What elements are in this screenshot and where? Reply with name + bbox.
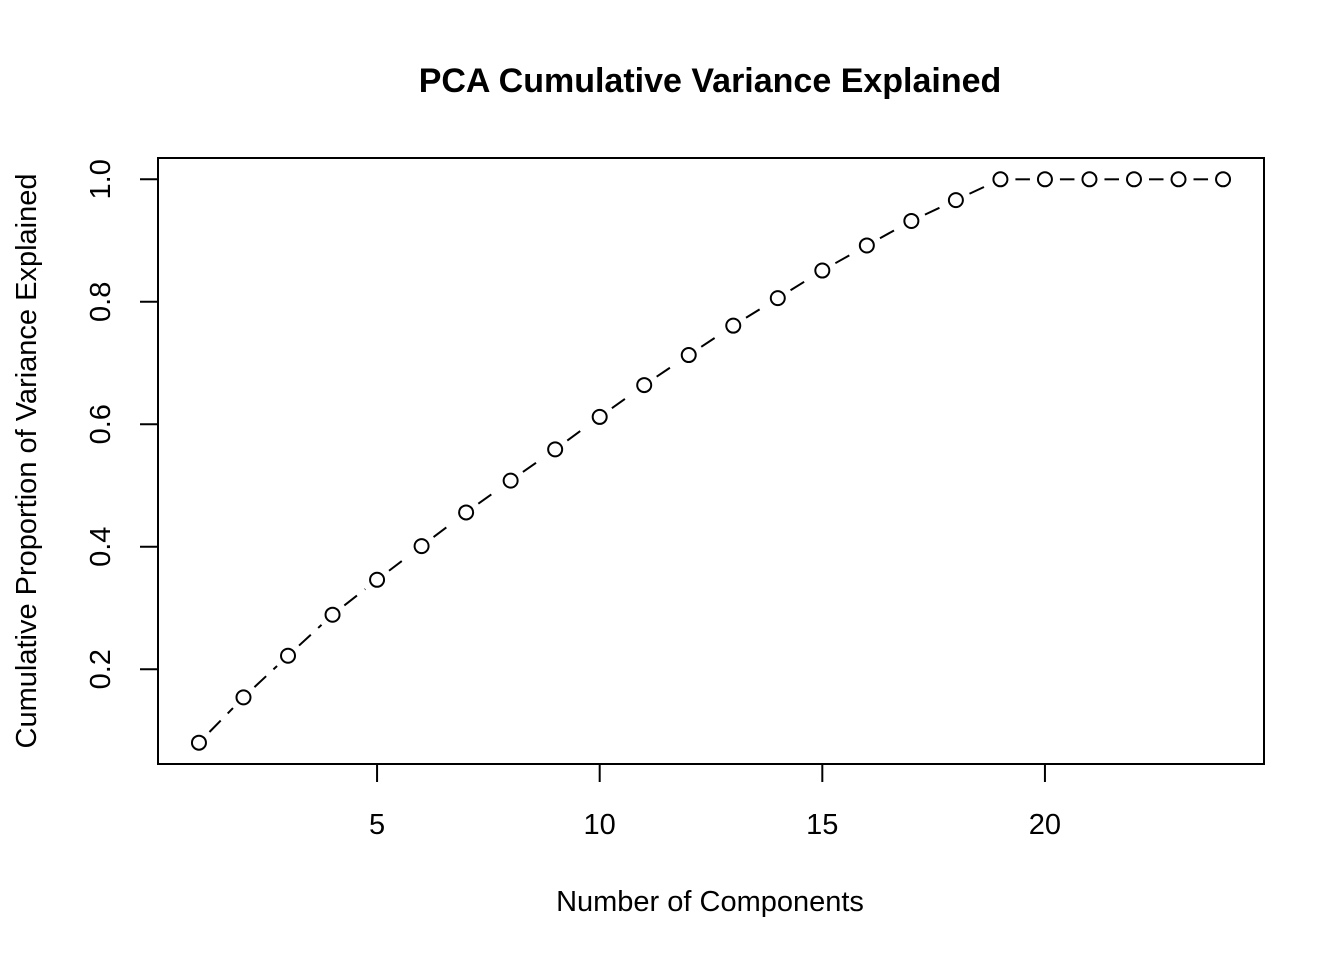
y-axis-label: Cumulative Proportion of Variance Explai… <box>11 174 43 749</box>
y-tick-label: 0.8 <box>85 282 117 322</box>
y-tick-label: 1.0 <box>85 159 117 199</box>
series-line-segment <box>700 333 722 348</box>
data-point <box>1215 171 1232 188</box>
series-line-segment <box>253 665 278 688</box>
x-tick-label: 5 <box>369 809 385 841</box>
series-cumulative-variance <box>190 171 1232 751</box>
data-point <box>680 347 697 364</box>
series-line-segment <box>656 362 677 378</box>
x-axis-label: Number of Components <box>556 886 864 918</box>
data-point <box>413 538 430 555</box>
data-point <box>458 504 475 521</box>
data-point <box>280 647 297 664</box>
data-point <box>547 441 564 458</box>
series-line-segment <box>969 184 988 195</box>
x-tick-label: 20 <box>1029 809 1061 841</box>
x-axis: 5 10 15 20 <box>369 764 1061 841</box>
series-line-segment <box>611 392 633 409</box>
data-point <box>947 192 964 209</box>
series-line-segment <box>432 520 455 538</box>
data-point <box>769 290 786 307</box>
data-point <box>1081 171 1098 188</box>
data-point <box>502 472 519 489</box>
y-tick-label: 0.4 <box>85 527 117 567</box>
series-line-segment <box>924 205 943 216</box>
series-line-segment <box>388 554 411 572</box>
plot-area-frame <box>157 157 1265 765</box>
series-line-segment <box>208 707 234 733</box>
series-line-segment <box>298 624 323 647</box>
data-point <box>636 377 653 394</box>
series-line-segment <box>522 457 544 473</box>
series-line-segment <box>879 227 899 240</box>
series-line-segment <box>566 424 589 442</box>
data-point <box>1170 171 1187 188</box>
data-point <box>903 212 920 229</box>
series-line-segment <box>343 588 366 607</box>
series-line-segment <box>477 488 500 505</box>
series-line-segment <box>790 277 811 292</box>
data-point <box>235 689 252 706</box>
series-line-segment <box>745 305 766 319</box>
data-point <box>814 262 831 279</box>
data-point <box>1036 171 1053 188</box>
y-tick-label: 0.6 <box>85 404 117 444</box>
x-tick-label: 10 <box>584 809 616 841</box>
data-point <box>591 408 608 425</box>
x-tick-label: 15 <box>806 809 838 841</box>
y-axis: 0.2 0.4 0.6 0.8 1.0 <box>85 159 158 689</box>
data-point <box>1125 171 1142 188</box>
data-point <box>324 606 341 623</box>
data-point <box>858 237 875 254</box>
y-tick-label: 0.2 <box>85 649 117 689</box>
chart-title: PCA Cumulative Variance Explained <box>419 62 1002 100</box>
data-point <box>190 734 207 751</box>
series-line-segment <box>834 251 855 265</box>
data-point <box>369 571 386 588</box>
data-point <box>992 171 1009 188</box>
data-point <box>725 317 742 334</box>
